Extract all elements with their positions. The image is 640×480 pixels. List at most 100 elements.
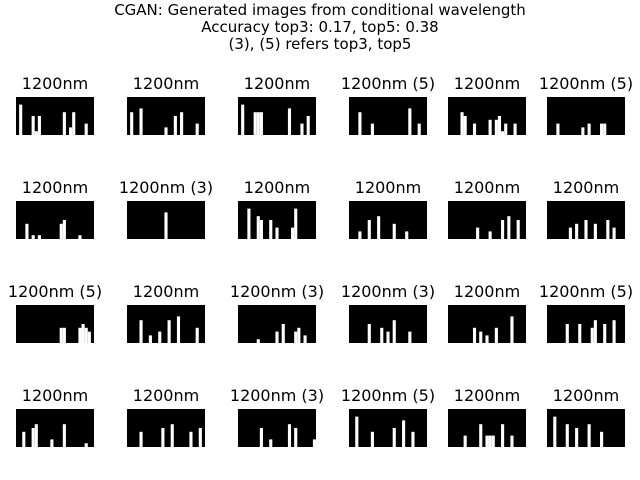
image-bar [565, 324, 569, 343]
image-bar [287, 424, 292, 447]
panel-caption: 1200nm (5) [340, 74, 436, 93]
image-bar [575, 428, 579, 447]
generated-image-svg [127, 305, 205, 343]
generated-image [16, 97, 94, 135]
image-bar [37, 116, 41, 135]
panel-caption: 1200nm [552, 386, 620, 405]
image-bar [491, 435, 495, 447]
image-bar [269, 220, 273, 239]
image-bar [176, 316, 181, 343]
panel-caption: 1200nm (3) [340, 282, 436, 301]
image-bar [358, 231, 362, 239]
image-bar [485, 335, 489, 343]
generated-image [16, 201, 94, 239]
generated-image-svg [16, 305, 94, 343]
image-bar [312, 439, 316, 447]
image-bar [463, 435, 467, 447]
image-bar [297, 327, 301, 343]
image-bar [164, 127, 168, 135]
panel-caption: 1200nm (5) [538, 282, 634, 301]
generated-image-svg [448, 409, 526, 447]
image-bar [62, 220, 66, 239]
image-bar [281, 324, 285, 343]
image-background [16, 409, 94, 447]
image-bar [259, 112, 263, 135]
image-bar [358, 112, 362, 135]
image-bar [497, 116, 502, 135]
panel-caption: 1200nm [453, 282, 521, 301]
image-bar [485, 435, 489, 447]
image-bar [287, 108, 292, 135]
image-bar [504, 123, 508, 135]
image-bar [553, 416, 557, 447]
image-bar [417, 123, 421, 135]
image-bar [510, 316, 514, 343]
image-bar [81, 324, 85, 343]
image-bar [78, 235, 82, 239]
image-background [238, 97, 316, 135]
image-bar [59, 327, 63, 343]
image-bar [306, 116, 310, 135]
panel-caption: 1200nm (3) [118, 178, 214, 197]
generated-image [547, 97, 625, 135]
generated-image-svg [16, 409, 94, 447]
image-bar [501, 131, 505, 135]
panel-caption: 1200nm (5) [538, 74, 634, 93]
image-bar [600, 123, 604, 135]
panel-caption: 1200nm [21, 386, 89, 405]
title-line-1: CGAN: Generated images from conditional … [114, 1, 526, 19]
panel-caption: 1200nm [243, 178, 311, 197]
generated-image [238, 409, 316, 447]
image-bar [479, 331, 483, 343]
image-bar [476, 227, 480, 239]
image-bar [584, 220, 588, 239]
image-bar [603, 123, 607, 135]
image-bar [253, 112, 257, 135]
image-bar [167, 320, 171, 343]
image-bar [355, 416, 359, 447]
image-bar [294, 428, 298, 447]
generated-image-svg [238, 305, 316, 343]
image-bar [84, 123, 88, 135]
image-bar [158, 331, 162, 343]
panel-caption: 1200nm [453, 178, 521, 197]
image-bar [606, 220, 610, 239]
image-bar [612, 227, 616, 239]
image-bar [587, 424, 591, 447]
image-bar [581, 127, 585, 135]
generated-image [16, 409, 94, 447]
image-bar [259, 220, 263, 239]
image-bar [189, 431, 193, 447]
image-bar [600, 431, 604, 447]
generated-image-svg [238, 201, 316, 239]
generated-image-svg [349, 201, 427, 239]
generated-image [448, 409, 526, 447]
image-bar [275, 227, 279, 239]
image-bar [408, 331, 412, 343]
image-bar [31, 116, 35, 135]
image-bar [72, 112, 76, 135]
image-bar [472, 327, 477, 343]
image-background [349, 409, 427, 447]
generated-image-svg [127, 97, 205, 135]
image-bar [513, 123, 517, 135]
image-bar [593, 320, 597, 343]
generated-image-svg [349, 97, 427, 135]
generated-image-svg [349, 305, 427, 343]
panel-caption: 1200nm [453, 386, 521, 405]
image-bar [34, 131, 38, 135]
image-bar [411, 431, 415, 447]
generated-image [127, 409, 205, 447]
image-bar [173, 116, 177, 135]
image-bar [463, 116, 467, 135]
image-bar [22, 431, 26, 447]
generated-image [448, 97, 526, 135]
image-bar [256, 112, 260, 135]
generated-image [349, 305, 427, 343]
image-bar [78, 327, 82, 343]
generated-image-svg [547, 409, 625, 447]
image-bar [510, 435, 514, 447]
generated-image-svg [547, 201, 625, 239]
panel-caption: 1200nm [552, 178, 620, 197]
panel-caption: 1200nm [243, 74, 311, 93]
